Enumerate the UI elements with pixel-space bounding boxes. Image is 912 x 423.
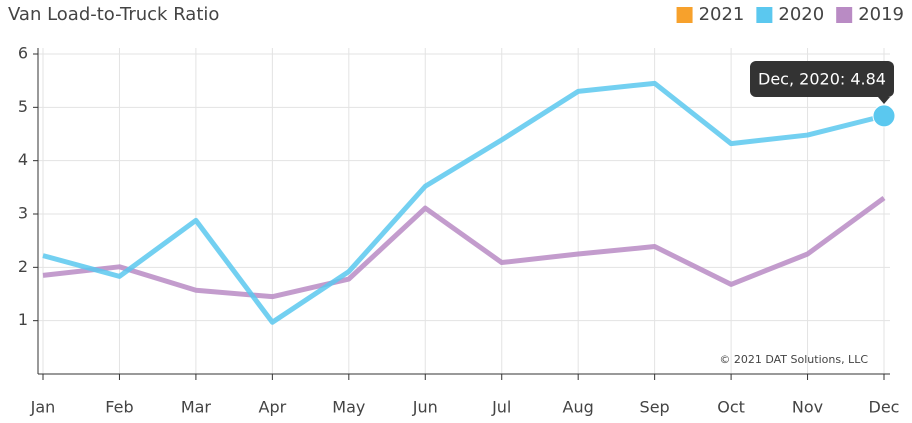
chart-title: Van Load-to-Truck Ratio [8,4,219,25]
legend-label: 2019 [858,4,904,25]
y-tick-label: 5 [18,97,28,116]
legend-label: 2020 [778,4,824,25]
x-tick-label: Dec [869,398,900,417]
legend-swatch [836,7,853,23]
x-tick-label: Feb [105,398,133,417]
x-tick-label: Oct [717,398,745,417]
x-tick-label: Mar [181,398,212,417]
y-tick-label: 6 [18,44,28,63]
y-tick-label: 4 [18,150,28,169]
tooltip-arrow [878,97,890,104]
x-tick-label: Nov [792,398,823,417]
x-tick-label: Apr [259,398,287,417]
y-tick-label: 1 [18,310,28,329]
legend-label: 2021 [699,4,745,25]
credit: © 2021 DAT Solutions, LLC [719,353,868,366]
x-tick-label: Sep [640,398,670,417]
tooltip: Dec, 2020: 4.84 [750,61,894,104]
y-tick-label: 3 [18,204,28,223]
x-tick-label: May [332,398,365,417]
highlight-point [872,104,896,128]
x-tick-label: Jun [412,398,438,417]
legend-swatch [756,7,773,23]
x-tick-label: Aug [563,398,594,417]
tooltip-text: Dec, 2020: 4.84 [758,70,886,89]
x-tick-label: Jul [491,398,511,417]
x-tick-label: Jan [30,398,56,417]
y-tick-label: 2 [18,257,28,276]
legend-swatch [676,7,693,23]
series-line [42,80,885,325]
tooltip-box [750,61,894,97]
series-line [42,195,886,300]
